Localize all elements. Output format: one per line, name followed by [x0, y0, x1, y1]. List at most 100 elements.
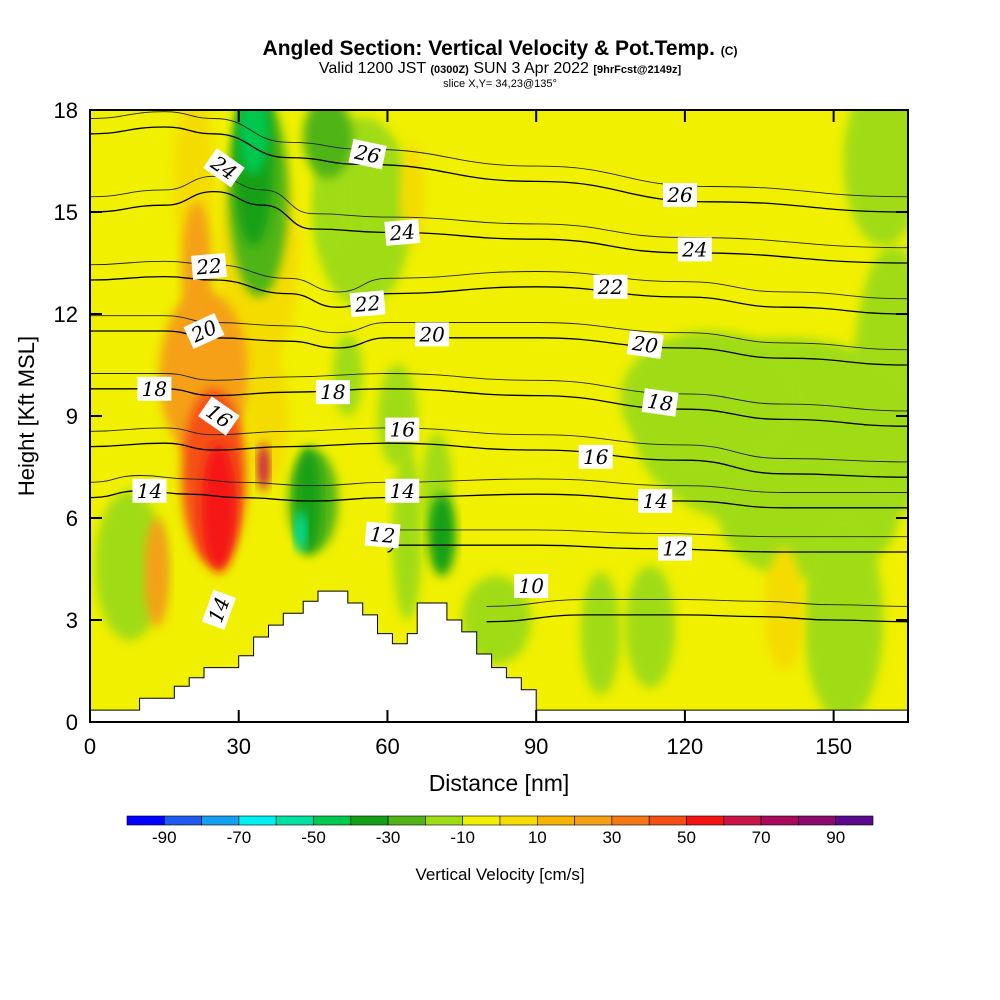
- isoline-label-box: [183, 312, 225, 350]
- isoline-label-text: 26: [352, 140, 383, 169]
- isoline-label-box: [658, 536, 692, 561]
- isoline-label-text: 20: [418, 322, 445, 346]
- isoline-label-15: 16: [385, 417, 420, 442]
- velocity-cell-19: [764, 548, 804, 671]
- colorbar-swatch-4: [275, 815, 314, 826]
- colorbar-tick-label: -70: [227, 828, 252, 847]
- y-tick-label: 9: [66, 404, 78, 429]
- colorbar-swatch-19: [835, 815, 874, 826]
- x-tick-label: 30: [226, 734, 250, 759]
- isoline-label-7: 22: [593, 274, 628, 299]
- isoline-label-box: [593, 274, 628, 299]
- isoline-label-2: 26: [663, 183, 697, 207]
- colorbar-tick-label: 50: [677, 828, 696, 847]
- isoline-22: [90, 275, 908, 315]
- x-tick-label: 120: [667, 734, 704, 759]
- isoline-label-box: [203, 148, 245, 188]
- isoline-label-1: 26: [348, 138, 387, 170]
- colorbar-swatch-8: [425, 815, 463, 826]
- isoline-label-box: [514, 574, 549, 598]
- isoline-label-text: 22: [597, 275, 623, 299]
- velocity-cell-25: [257, 443, 270, 491]
- colorbar-tick-label: 30: [602, 828, 621, 847]
- colorbar-swatch-0: [126, 815, 165, 826]
- isoline-label-text: 14: [390, 479, 415, 503]
- isoline-label-text: 12: [662, 537, 687, 561]
- y-tick-label: 3: [66, 608, 78, 633]
- isoline-label-box: [191, 252, 227, 280]
- isoline-label-box: [384, 218, 421, 246]
- isoline-label-text: 10: [518, 574, 544, 598]
- colorbar-swatch-15: [686, 815, 725, 826]
- isoline-label-20: 14: [201, 589, 236, 630]
- isoline-label-box: [663, 183, 697, 207]
- title-text: Angled Section: Vertical Velocity & Pot.…: [262, 37, 715, 60]
- colorbar-swatch-1: [164, 815, 202, 826]
- terrain-profile: [89, 590, 909, 723]
- colorbar-tick-label: -10: [450, 828, 475, 847]
- isoline-label-3: 24: [384, 218, 421, 246]
- colorbar-swatch-14: [648, 815, 687, 826]
- isoline-label-19: 14: [638, 489, 673, 513]
- isoline-label-box: [315, 380, 350, 405]
- isoline-label-18: 14: [385, 478, 420, 503]
- colorbar-swatch-3: [238, 815, 277, 826]
- x-tick-label: 150: [815, 734, 852, 759]
- isoline-16-minor: [90, 427, 908, 463]
- isoline-18: [90, 388, 908, 427]
- colorbar-tick-label: 90: [826, 828, 845, 847]
- isoline-label-box: [641, 388, 679, 417]
- isoline-label-22: 12: [658, 536, 692, 561]
- colorbar-swatch-10: [499, 815, 538, 826]
- velocity-cell-7: [625, 565, 675, 688]
- colorbar-swatch-18: [798, 815, 837, 826]
- isoline-label-box: [349, 290, 386, 318]
- forecast-note: [9hrFcst@2149z]: [593, 64, 682, 76]
- colorbar-tick-label: 70: [752, 828, 771, 847]
- colorbar-swatch-12: [574, 815, 613, 826]
- isoline-label-text: 14: [137, 479, 162, 503]
- isoline-label-box: [677, 237, 712, 262]
- isoline-label-box: [137, 376, 172, 401]
- colorbar-swatch-11: [536, 815, 575, 826]
- isoline-label-box: [638, 489, 673, 513]
- terrain-polygon: [89, 590, 909, 723]
- isoline-label-13: 18: [641, 388, 679, 417]
- velocity-cell-3: [620, 331, 799, 467]
- isoline-label-12: 18: [315, 380, 350, 405]
- isoline-label-9: 20: [415, 322, 450, 347]
- isoline-label-text: 26: [666, 183, 693, 207]
- valid-date: SUN 3 Apr 2022: [473, 60, 589, 77]
- y-tick-label: 18: [54, 98, 78, 123]
- isoline-label-box: [348, 138, 387, 170]
- chart-subtitle: Valid 1200 JST (0300Z) SUN 3 Apr 2022 [9…: [0, 60, 1000, 78]
- isoline-label-box: [385, 417, 420, 442]
- isoline-label-23: 10: [514, 574, 549, 598]
- isoline-label-text: 16: [583, 445, 609, 469]
- isoline-label-box: [626, 330, 664, 359]
- x-tick-label: 0: [84, 734, 96, 759]
- isoline-label-text: 22: [194, 253, 222, 279]
- colorbar-swatch-13: [611, 815, 650, 826]
- isoline-label-box: [198, 396, 240, 436]
- colorbar-tick-label: -50: [301, 828, 326, 847]
- colorbar-label: Vertical Velocity [cm/s]: [415, 865, 584, 884]
- velocity-cell-0: [843, 110, 908, 246]
- x-tick-label: 60: [375, 734, 399, 759]
- colorbar-tick-label: 10: [528, 828, 547, 847]
- y-tick-label: 12: [54, 302, 78, 327]
- velocity-cell-18: [248, 348, 289, 484]
- isoline-label-box: [201, 589, 236, 630]
- isoline-label-text: 16: [390, 418, 416, 442]
- velocity-cell-34: [303, 110, 353, 178]
- y-axis-label: Height [Kft MSL]: [14, 336, 39, 496]
- isoline-label-box: [385, 478, 420, 503]
- colorbar-tick-label: -30: [376, 828, 401, 847]
- y-tick-label: 15: [54, 200, 78, 225]
- colorbar-swatch-7: [387, 815, 426, 826]
- isoline-label-text: 24: [388, 219, 416, 245]
- y-tick-label: 6: [66, 506, 78, 531]
- axes: 0 30 60 90 120 150 0 3 6 9 12 15 18 Distance [nm] Heig…: [14, 98, 909, 796]
- colorbar-swatch-6: [350, 815, 389, 826]
